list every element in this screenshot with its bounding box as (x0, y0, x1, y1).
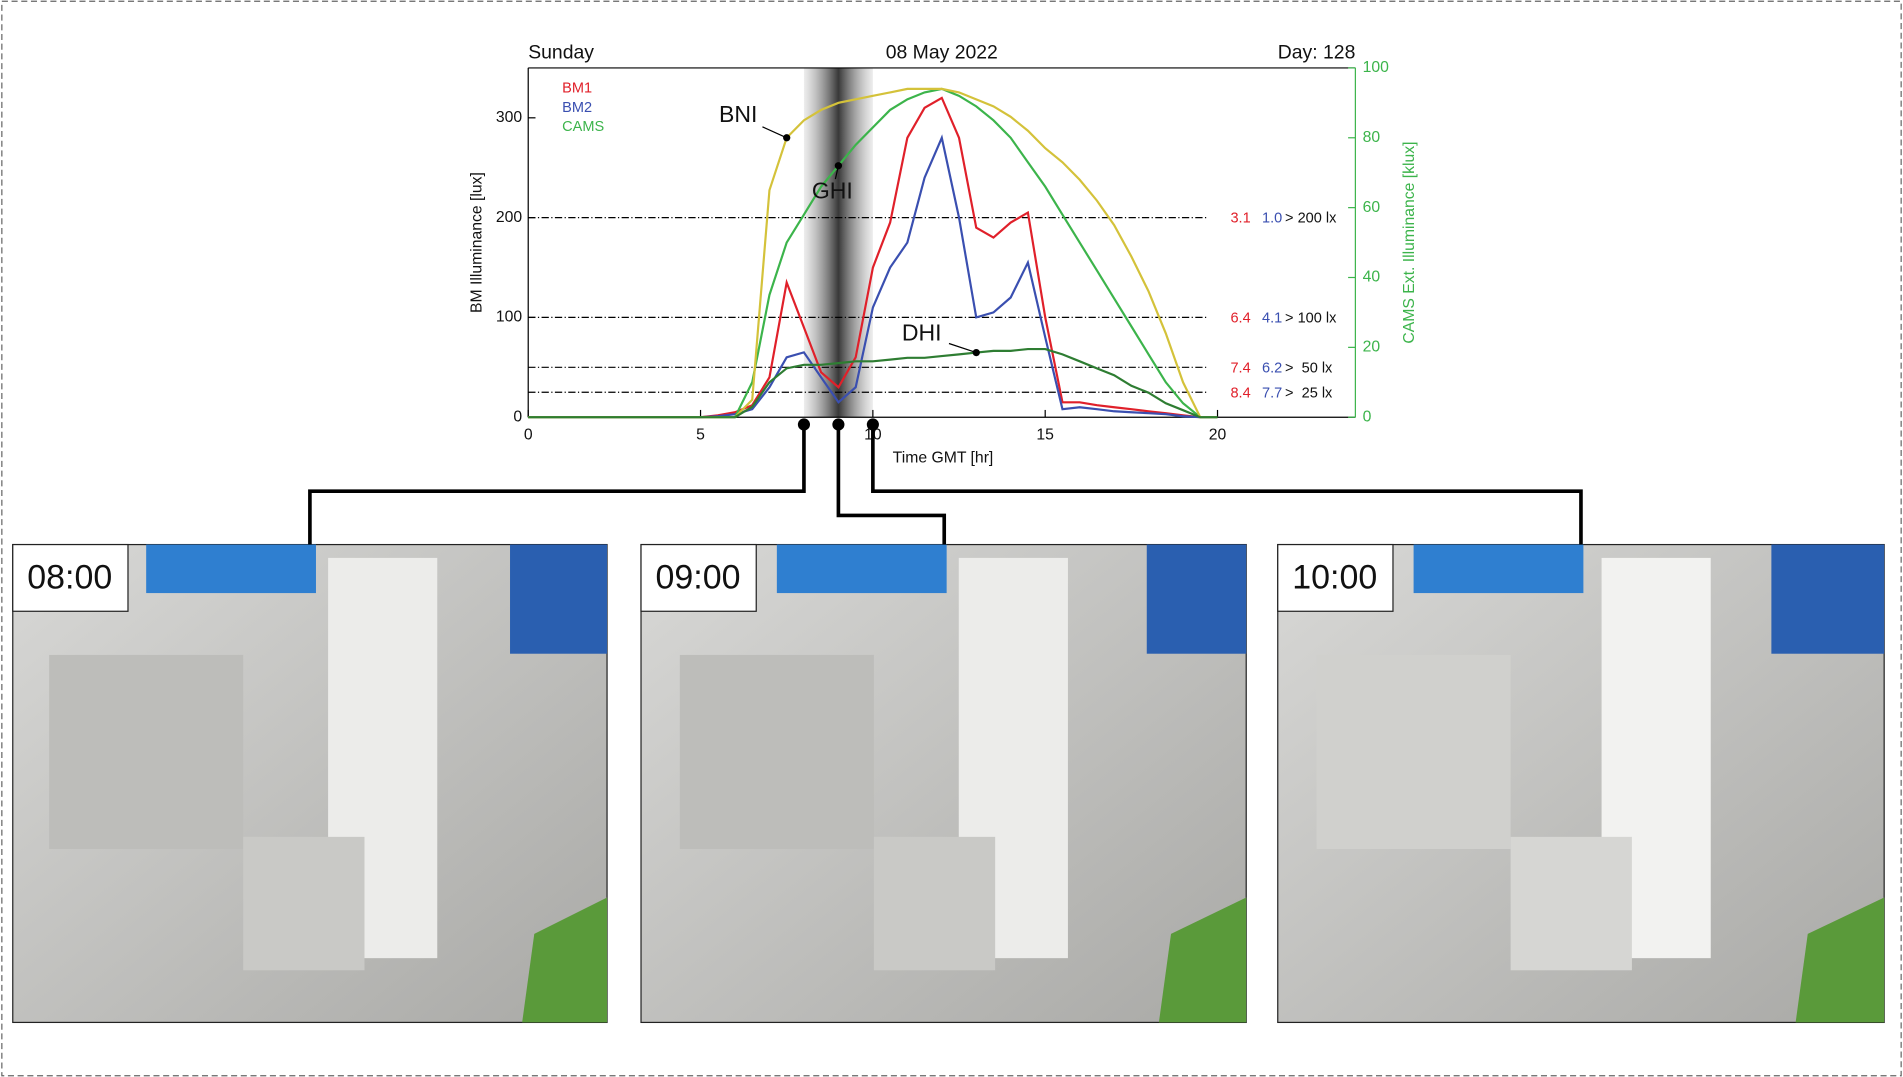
time-label: 09:00 (656, 559, 741, 597)
y-tick-label: 0 (513, 408, 522, 425)
y2-tick-label: 80 (1363, 129, 1381, 146)
threshold-bm1: 6.4 (1230, 310, 1250, 326)
threshold-bm2: 7.7 (1262, 385, 1282, 401)
threshold-label: > 200 lx (1285, 211, 1337, 227)
y-axis-label: BM Illuminance [lux] (468, 172, 485, 313)
threshold-label: > 25 lx (1285, 385, 1333, 401)
connector (310, 424, 804, 544)
render (13, 545, 607, 1023)
callout-line (762, 127, 786, 138)
header-center: 08 May 2022 (886, 41, 998, 63)
x-tick-label: 5 (696, 427, 705, 444)
threshold-bm1: 7.4 (1230, 360, 1250, 376)
callout-dot (973, 349, 980, 356)
callout-dot (783, 134, 790, 141)
y2-tick-label: 100 (1363, 59, 1390, 76)
threshold-bm1: 8.4 (1230, 385, 1250, 401)
threshold-label: > 100 lx (1285, 310, 1337, 326)
render (1278, 545, 1884, 1023)
y-tick-label: 200 (496, 209, 523, 226)
x-axis-label: Time GMT [hr] (893, 450, 994, 467)
time-label: 10:00 (1292, 559, 1377, 597)
callout-dot (835, 162, 842, 169)
figure: Sunday08 May 2022Day: 128051015200100200… (0, 0, 1903, 1077)
header-left: Sunday (528, 41, 594, 63)
time-label: 08:00 (27, 559, 112, 597)
curve-label: GHI (812, 177, 853, 203)
header-right: Day: 128 (1278, 41, 1356, 63)
curve-label: BNI (719, 101, 757, 127)
x-tick-label: 20 (1209, 427, 1227, 444)
y2-axis-label: CAMS Ext. Illuminance [klux] (1401, 141, 1418, 343)
legend-entry: CAMS (562, 119, 604, 135)
y2-tick-label: 20 (1363, 339, 1381, 356)
y-tick-label: 100 (496, 309, 523, 326)
snapshot-panels (13, 545, 1884, 1023)
legend-entry: BM1 (562, 80, 592, 96)
y2-tick-label: 60 (1363, 199, 1381, 216)
x-tick-label: 15 (1036, 427, 1054, 444)
y2-tick-label: 40 (1363, 269, 1381, 286)
threshold-bm1: 3.1 (1230, 211, 1250, 227)
threshold-label: > 50 lx (1285, 360, 1333, 376)
legend-entry: BM2 (562, 100, 592, 116)
threshold-bm2: 4.1 (1262, 310, 1282, 326)
curve-label: DHI (902, 319, 942, 345)
callout-line (949, 343, 976, 352)
render (641, 545, 1246, 1023)
y-tick-label: 300 (496, 109, 523, 126)
threshold-bm2: 1.0 (1262, 211, 1282, 227)
connector (838, 424, 944, 544)
page: Sunday08 May 2022Day: 128051015200100200… (0, 0, 1903, 1077)
threshold-bm2: 6.2 (1262, 360, 1282, 376)
x-tick-label: 0 (524, 427, 533, 444)
connector (873, 424, 1581, 544)
y2-tick-label: 0 (1363, 408, 1372, 425)
